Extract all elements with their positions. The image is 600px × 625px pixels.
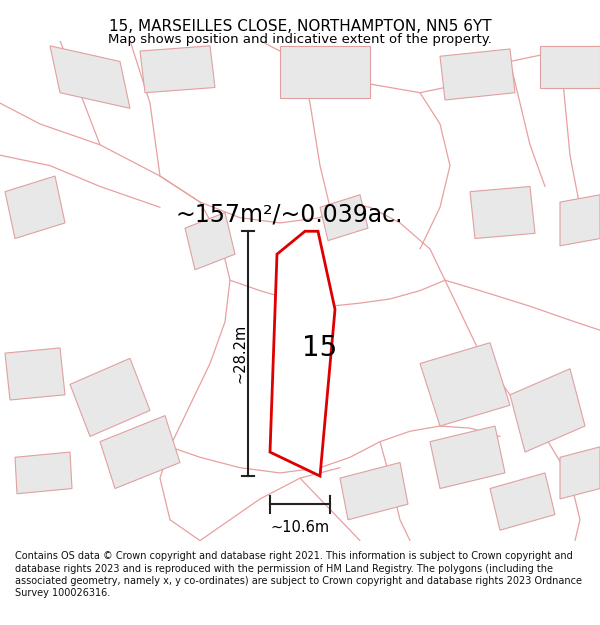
- Text: ~28.2m: ~28.2m: [233, 324, 248, 383]
- Polygon shape: [5, 348, 65, 400]
- Polygon shape: [560, 195, 600, 246]
- Polygon shape: [560, 447, 600, 499]
- Polygon shape: [5, 176, 65, 239]
- Text: Map shows position and indicative extent of the property.: Map shows position and indicative extent…: [108, 32, 492, 46]
- Polygon shape: [185, 213, 235, 270]
- Polygon shape: [490, 473, 555, 530]
- Polygon shape: [70, 358, 150, 436]
- Polygon shape: [510, 369, 585, 452]
- Polygon shape: [280, 46, 370, 98]
- Polygon shape: [470, 186, 535, 239]
- Text: ~10.6m: ~10.6m: [271, 520, 329, 535]
- Polygon shape: [15, 452, 72, 494]
- Polygon shape: [50, 46, 130, 108]
- Text: Contains OS data © Crown copyright and database right 2021. This information is : Contains OS data © Crown copyright and d…: [15, 551, 582, 599]
- Polygon shape: [140, 46, 215, 92]
- Polygon shape: [540, 46, 600, 88]
- Polygon shape: [440, 49, 515, 100]
- Text: 15, MARSEILLES CLOSE, NORTHAMPTON, NN5 6YT: 15, MARSEILLES CLOSE, NORTHAMPTON, NN5 6…: [109, 19, 491, 34]
- Polygon shape: [100, 416, 180, 489]
- Polygon shape: [420, 342, 510, 426]
- Polygon shape: [270, 231, 335, 476]
- Text: ~157m²/~0.039ac.: ~157m²/~0.039ac.: [175, 202, 403, 226]
- Text: 15: 15: [302, 334, 338, 362]
- Polygon shape: [340, 462, 408, 520]
- Polygon shape: [320, 195, 368, 241]
- Polygon shape: [430, 426, 505, 489]
